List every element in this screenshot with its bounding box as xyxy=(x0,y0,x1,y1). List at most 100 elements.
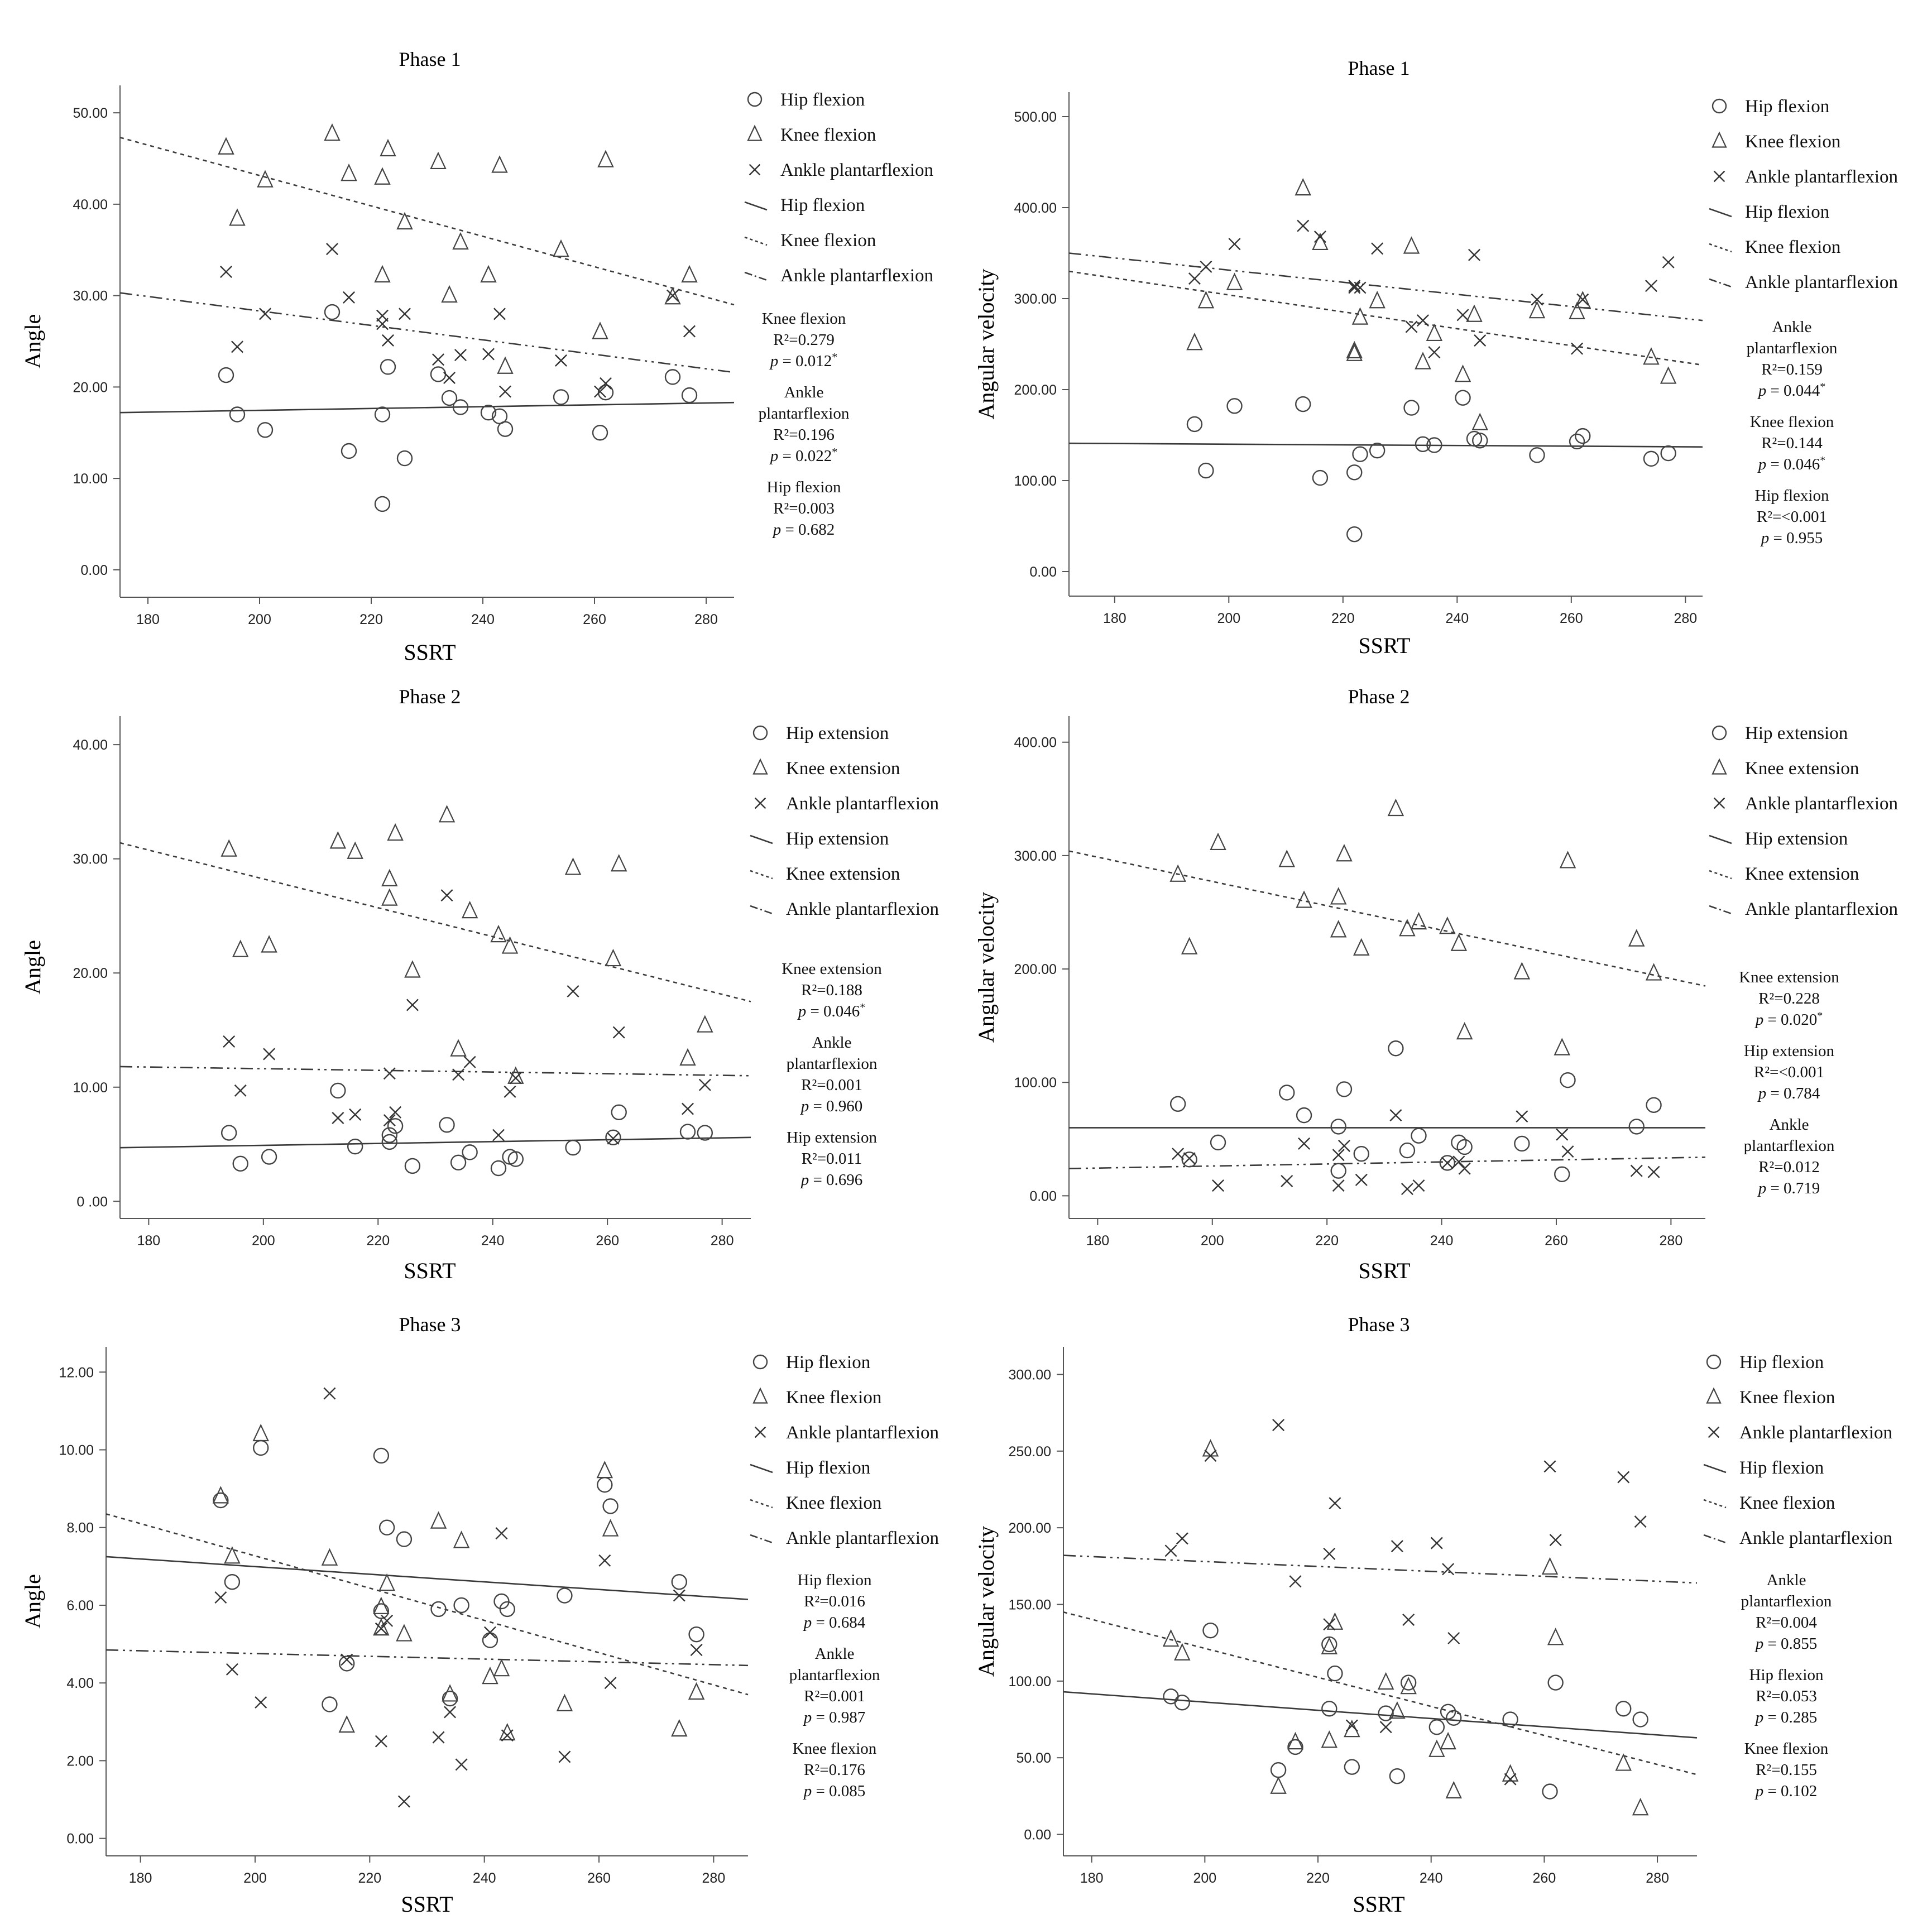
data-point-x xyxy=(375,1735,387,1748)
data-point-x xyxy=(1531,293,1543,306)
data-point-x xyxy=(1337,1139,1350,1152)
data-point-triangle xyxy=(1615,1753,1632,1771)
stat-label: plantarflexion xyxy=(1744,1137,1835,1155)
data-point-circle xyxy=(697,1125,713,1141)
chart-title: Phase 2 xyxy=(399,685,461,708)
data-point-circle xyxy=(232,1155,248,1172)
data-point-x xyxy=(1323,1618,1336,1631)
x-tick-label: 200 xyxy=(252,1233,275,1249)
stat-p-value: p = 0.020* xyxy=(1754,1010,1823,1029)
data-point-triangle xyxy=(257,170,274,188)
data-point-circle xyxy=(213,1492,229,1509)
stat-p-value: p = 0.855 xyxy=(1754,1635,1818,1653)
data-point-x xyxy=(493,308,506,320)
data-point-circle xyxy=(261,1149,277,1165)
x-axis-label: SSRT xyxy=(1358,1258,1410,1283)
data-point-triangle xyxy=(430,151,447,170)
data-point-x xyxy=(1556,1128,1569,1141)
y-tick-label: 12.00 xyxy=(59,1365,94,1380)
regression-stats: Knee extension R²=0.188 p = 0.046* Ankle pla… xyxy=(782,960,882,1189)
legend-label: Knee flexion xyxy=(1745,132,1840,152)
data-point-x xyxy=(698,1078,711,1091)
data-point-x xyxy=(509,1072,522,1085)
data-point-x xyxy=(1200,260,1212,273)
data-point-circle xyxy=(1502,1711,1518,1728)
data-point-circle xyxy=(380,359,396,375)
legend-label: Hip extension xyxy=(786,723,889,743)
regression-line-dotted xyxy=(106,1513,749,1696)
data-point-x xyxy=(259,308,271,320)
data-point-x xyxy=(443,372,456,384)
data-point-x xyxy=(1176,1532,1188,1545)
data-point-triangle xyxy=(1321,1730,1338,1748)
data-point-x xyxy=(383,1067,396,1080)
data-point-triangle xyxy=(347,841,363,859)
x-tick-label: 180 xyxy=(129,1870,152,1886)
data-point-triangle xyxy=(688,1682,705,1700)
x-tick-label: 220 xyxy=(366,1233,390,1249)
x-tick-label: 200 xyxy=(243,1870,267,1886)
data-point-triangle xyxy=(1174,1643,1191,1661)
stat-label: Ankle xyxy=(812,1034,852,1052)
stat-r-squared: R²=0.176 xyxy=(804,1761,865,1779)
data-point-triangle xyxy=(1202,1439,1219,1457)
data-point-circle xyxy=(224,1573,241,1590)
data-point-triangle xyxy=(1403,236,1420,254)
data-point-circle xyxy=(497,421,514,437)
x-tick-label: 220 xyxy=(1306,1870,1330,1886)
data-point-circle xyxy=(1411,1127,1427,1144)
data-point-triangle xyxy=(1287,1731,1304,1750)
data-point-circle xyxy=(1399,1142,1416,1159)
data-point-circle xyxy=(499,1601,515,1618)
legend-line-dashdot-icon xyxy=(750,905,773,915)
data-point-circle xyxy=(1451,1134,1467,1151)
y-tick-label: 20.00 xyxy=(73,380,108,395)
y-tick-label: 0.00 xyxy=(80,563,108,578)
data-point-triangle xyxy=(556,1693,573,1711)
x-tick-label: 280 xyxy=(1660,1233,1683,1249)
data-point-triangle xyxy=(681,265,698,283)
data-point-circle xyxy=(341,443,357,459)
legend-line-dashdot-icon xyxy=(750,1534,773,1544)
data-point-x xyxy=(223,1035,236,1048)
data-point-x xyxy=(234,1084,247,1097)
data-point-x xyxy=(483,1626,496,1639)
data-point-circle xyxy=(1440,1704,1456,1720)
legend-label: Hip extension xyxy=(786,829,889,849)
stat-label: Hip extension xyxy=(1744,1042,1834,1060)
data-point-x xyxy=(1571,342,1584,355)
data-point-triangle xyxy=(373,1596,390,1614)
data-point-x xyxy=(1297,219,1310,232)
stat-label: Ankle xyxy=(1770,1116,1809,1134)
data-point-circle xyxy=(1202,1622,1219,1639)
y-tick-label: 200.00 xyxy=(1014,382,1057,398)
data-point-circle xyxy=(1270,1762,1287,1778)
data-point-triangle xyxy=(605,948,622,967)
y-tick-label: 10.00 xyxy=(73,1080,108,1096)
data-point-circle xyxy=(373,1603,390,1619)
legend-line-dashdot-icon xyxy=(1709,278,1732,288)
data-point-triangle xyxy=(697,1015,713,1033)
data-point-circle xyxy=(1353,1145,1369,1162)
y-tick-label: 0.00 xyxy=(66,1831,94,1847)
data-point-circle xyxy=(387,1118,404,1134)
data-point-x xyxy=(1634,1515,1647,1528)
data-point-x xyxy=(1662,256,1675,268)
data-point-x xyxy=(1468,248,1480,261)
data-point-triangle xyxy=(1410,911,1427,930)
data-point-circle xyxy=(557,1587,573,1604)
y-tick-label: 200.00 xyxy=(1009,1520,1051,1536)
legend-label: Knee extension xyxy=(1745,864,1859,884)
data-point-circle xyxy=(1174,1695,1191,1711)
data-point-circle xyxy=(1632,1711,1648,1728)
data-point-triangle xyxy=(1450,933,1468,951)
data-point-triangle xyxy=(1330,920,1347,938)
stat-p-value: p = 0.684 xyxy=(803,1614,866,1632)
legend-label: Knee flexion xyxy=(786,1493,881,1513)
stat-p-value: p = 0.046* xyxy=(1757,454,1826,473)
regression-stats: Ankle plantarflexion R²=0.004 p = 0.855 Hip … xyxy=(1741,1571,1832,1800)
data-point-circle xyxy=(381,1127,398,1143)
data-point-x xyxy=(1281,1174,1293,1187)
stat-p-value: p = 0.987 xyxy=(803,1709,866,1726)
